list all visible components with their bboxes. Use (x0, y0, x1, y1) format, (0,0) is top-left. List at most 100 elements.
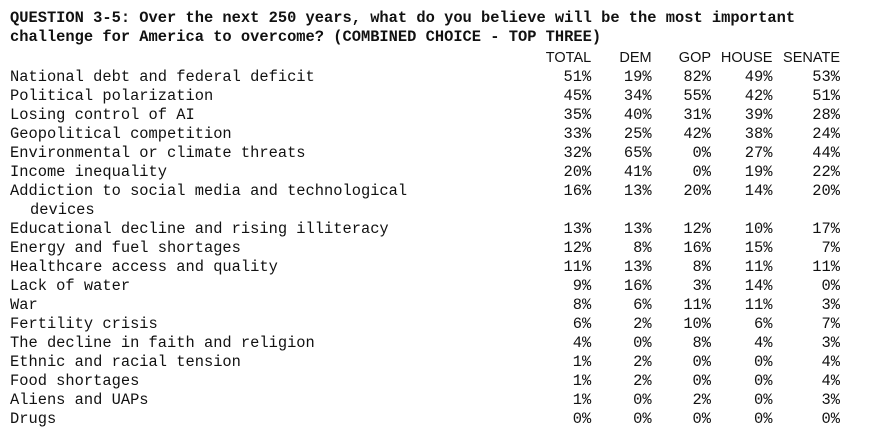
row-label-cell: Ethnic and racial tension (10, 353, 509, 372)
row-label: Losing control of AI (10, 106, 195, 124)
value-cell-gop: 0% (692, 144, 712, 162)
value-cell-dem: 41% (623, 163, 652, 181)
table-row: Food shortages 1% 2% 0% 0% 4% (10, 372, 840, 391)
value-cell-house: 0% (753, 410, 773, 428)
value-cell-total: 1% (572, 372, 592, 390)
value-cell-senate: 4% (821, 372, 840, 390)
value-cell-senate: 28% (812, 106, 840, 124)
value-cell-total: 33% (563, 125, 592, 143)
value-cell-dem: 25% (623, 125, 652, 143)
value-cell-senate: 51% (812, 87, 840, 105)
value-cell-house: 14% (744, 277, 773, 295)
row-label: Healthcare access and quality (10, 258, 278, 276)
value-cell-total: 1% (572, 391, 592, 409)
table-row: Income inequality 20% 41% 0% 19% 22% (10, 163, 840, 182)
value-cell-house: 4% (753, 334, 773, 352)
value-cell-gop: 12% (683, 220, 712, 238)
row-label-cell: Fertility crisis (10, 315, 509, 334)
row-label: War (10, 296, 38, 314)
row-label: Lack of water (10, 277, 131, 295)
header-row: TOTAL DEM GOP HOUSE SENATE (10, 49, 840, 68)
value-cell-house: 11% (744, 258, 773, 276)
column-header-dem: DEM (619, 50, 652, 66)
row-label-cell: Addiction to social media and technologi… (10, 182, 509, 220)
row-label-cell: National debt and federal deficit (10, 68, 509, 87)
value-cell-house: 19% (744, 163, 773, 181)
value-cell-total: 6% (572, 315, 592, 333)
value-cell-senate: 3% (821, 334, 840, 352)
table-row: Healthcare access and quality 11% 13% 8% 11%… (10, 258, 840, 277)
value-cell-house: 39% (744, 106, 773, 124)
row-label-cell: Political polarization (10, 87, 509, 106)
value-cell-gop: 2% (692, 391, 712, 409)
table-row: Addiction to social media and technologi… (10, 182, 840, 220)
row-label-cell: Drugs (10, 410, 509, 429)
row-label-cell: Losing control of AI (10, 106, 509, 125)
row-label: Addiction to social media and technologi… (10, 182, 408, 200)
table-row: The decline in faith and religion 4% 0% 8% 4… (10, 334, 840, 353)
value-cell-senate: 20% (812, 182, 840, 200)
table-row: Lack of water 9% 16% 3% 14% 0% (10, 277, 840, 296)
value-cell-dem: 2% (633, 315, 652, 333)
table-row: National debt and federal deficit 51% 19% 8… (10, 68, 840, 87)
row-label: Ethnic and racial tension (10, 353, 241, 371)
value-cell-total: 20% (563, 163, 592, 181)
value-cell-dem: 16% (623, 277, 652, 295)
value-cell-gop: 42% (683, 125, 712, 143)
value-cell-dem: 0% (633, 391, 652, 409)
row-label: Educational decline and rising illiterac… (10, 220, 389, 238)
row-label: Food shortages (10, 372, 140, 390)
value-cell-senate: 24% (812, 125, 840, 143)
value-cell-dem: 13% (623, 182, 652, 200)
value-cell-dem: 2% (633, 372, 652, 390)
value-cell-house: 49% (744, 68, 773, 86)
value-cell-house: 0% (753, 372, 773, 390)
question-title-line-1: QUESTION 3-5: Over the next 250 years, w… (10, 9, 796, 27)
value-cell-dem: 19% (623, 68, 652, 86)
value-cell-gop: 8% (692, 258, 712, 276)
row-label-cell: Aliens and UAPs (10, 391, 509, 410)
header-label-spacer (10, 49, 509, 68)
value-cell-total: 4% (572, 334, 592, 352)
value-cell-gop: 16% (683, 239, 712, 257)
row-label-cell: Environmental or climate threats (10, 144, 509, 163)
row-label: Aliens and UAPs (10, 391, 149, 409)
value-cell-total: 11% (563, 258, 592, 276)
value-cell-total: 51% (563, 68, 592, 86)
table-row: Energy and fuel shortages 12% 8% 16% 15% 7% (10, 239, 840, 258)
row-label-cell: Income inequality (10, 163, 509, 182)
table-row: Educational decline and rising illiterac… (10, 220, 840, 239)
value-cell-total: 8% (572, 296, 592, 314)
table-row: War 8% 6% 11% 11% 3% (10, 296, 840, 315)
value-cell-house: 0% (753, 391, 773, 409)
value-cell-total: 32% (563, 144, 592, 162)
value-cell-house: 6% (753, 315, 773, 333)
results-table-body: National debt and federal deficit 51% 19% 8… (10, 68, 840, 429)
row-label-cell: Energy and fuel shortages (10, 239, 509, 258)
value-cell-gop: 8% (692, 334, 712, 352)
value-cell-house: 38% (744, 125, 773, 143)
value-cell-senate: 3% (821, 391, 840, 409)
row-label: Income inequality (10, 163, 168, 181)
row-label: Political polarization (10, 87, 214, 105)
value-cell-senate: 7% (821, 239, 840, 257)
value-cell-total: 1% (572, 353, 592, 371)
value-cell-dem: 0% (633, 334, 652, 352)
value-cell-total: 12% (563, 239, 592, 257)
value-cell-dem: 13% (623, 258, 652, 276)
row-label-cell: Geopolitical competition (10, 125, 509, 144)
value-cell-total: 35% (563, 106, 592, 124)
value-cell-house: 11% (744, 296, 773, 314)
value-cell-house: 10% (744, 220, 773, 238)
table-row: Geopolitical competition 33% 25% 42% 38% 24% (10, 125, 840, 144)
value-cell-gop: 55% (683, 87, 712, 105)
value-cell-gop: 20% (683, 182, 712, 200)
value-cell-senate: 0% (821, 410, 840, 428)
value-cell-senate: 4% (821, 353, 840, 371)
table-row: Losing control of AI 35% 40% 31% 39% 28% (10, 106, 840, 125)
row-label-cell: Food shortages (10, 372, 509, 391)
value-cell-house: 27% (744, 144, 773, 162)
value-cell-house: 14% (744, 182, 773, 200)
value-cell-senate: 44% (812, 144, 840, 162)
